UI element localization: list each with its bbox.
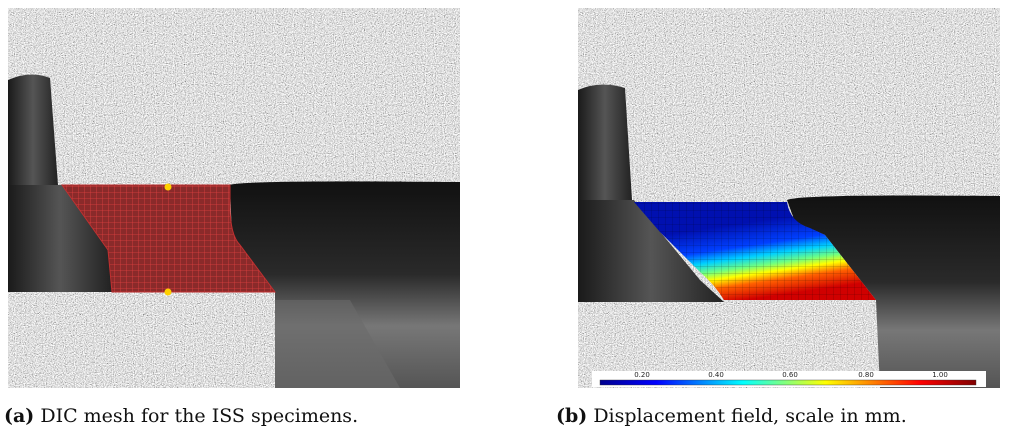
caption-label: (b) <box>556 405 587 427</box>
colorbar-tick: 0.20 <box>634 371 650 379</box>
colorbar-tick: 0.40 <box>708 371 724 379</box>
figure: 0.20 0.40 0.60 0.80 1.00 (a) DIC mesh fo… <box>0 0 1018 438</box>
colorbar-tick: 0.60 <box>782 371 798 379</box>
caption-b: (b) Displacement field, scale in mm. <box>556 405 907 427</box>
colorbar-tick: 0.80 <box>858 371 874 379</box>
caption-a: (a) DIC mesh for the ISS specimens. <box>4 405 358 427</box>
image-a <box>8 8 460 388</box>
caption-label: (a) <box>4 405 34 427</box>
colorbar <box>600 380 976 385</box>
page: 0.20 0.40 0.60 0.80 1.00 (a) DIC mesh fo… <box>0 0 1018 438</box>
caption-text: Displacement field, scale in mm. <box>593 405 906 427</box>
colorbar-tick: 1.00 <box>932 371 948 379</box>
image-b: 0.20 0.40 0.60 0.80 1.00 <box>578 8 1000 388</box>
caption-text: DIC mesh for the ISS specimens. <box>40 405 358 427</box>
